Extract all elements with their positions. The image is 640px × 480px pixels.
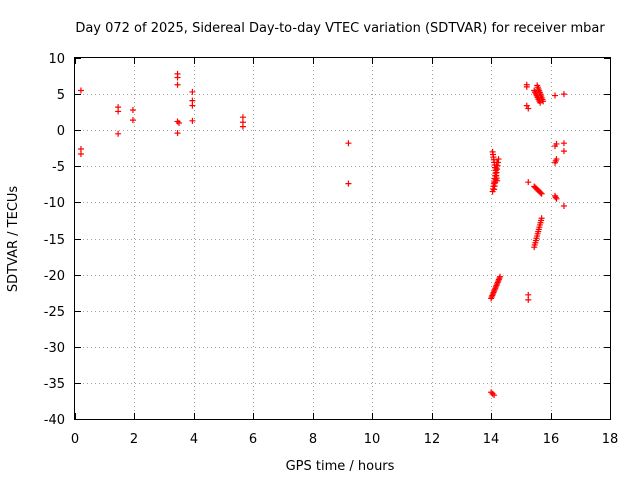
data-point: [174, 74, 181, 81]
data-point: [552, 192, 559, 199]
y-axis-label: SDTVAR / TECUs: [6, 186, 21, 293]
y-tick-label: -10: [44, 196, 65, 211]
x-axis-label: GPS time / hours: [286, 459, 395, 474]
x-tick-label: 14: [483, 432, 500, 447]
x-tick-label: 12: [424, 432, 441, 447]
data-point: [537, 99, 544, 106]
data-point: [239, 123, 246, 130]
data-point: [491, 186, 498, 193]
data-point: [552, 159, 559, 166]
data-point: [189, 97, 196, 104]
data-point: [497, 273, 504, 280]
data-point: [77, 151, 84, 158]
y-tick-label: -25: [44, 305, 65, 320]
data-point: [552, 92, 559, 99]
data-point: [129, 106, 136, 113]
x-tick-label: 16: [543, 432, 560, 447]
data-point: [174, 130, 181, 137]
data-point: [560, 203, 567, 210]
data-point: [77, 87, 84, 94]
data-point: [523, 83, 530, 90]
data-points: [77, 70, 567, 399]
data-point: [560, 148, 567, 155]
y-tick-label: -5: [52, 160, 65, 175]
data-point: [525, 179, 532, 186]
y-tick-label: -15: [44, 233, 65, 248]
data-point: [489, 390, 496, 397]
x-tick-label: 0: [71, 432, 79, 447]
y-tick-label: -35: [44, 377, 65, 392]
y-tick-label: -30: [44, 341, 65, 356]
x-tick-label: 4: [190, 432, 198, 447]
data-point: [553, 195, 560, 202]
data-point: [560, 140, 567, 147]
grid-lines: [75, 58, 610, 419]
data-point: [239, 114, 246, 121]
data-point: [491, 392, 498, 399]
data-point: [537, 189, 544, 196]
data-point: [115, 108, 122, 115]
data-point: [488, 389, 495, 396]
data-point: [552, 143, 559, 150]
x-tick-label: 18: [602, 432, 619, 447]
y-tick-label: 5: [57, 88, 65, 103]
plot-frame: [74, 57, 611, 420]
data-point: [189, 117, 196, 124]
data-point: [560, 91, 567, 98]
data-point: [345, 180, 352, 187]
data-point: [345, 140, 352, 147]
y-tick-label: -20: [44, 269, 65, 284]
data-point: [525, 291, 532, 298]
data-point: [189, 88, 196, 95]
y-tick-label: 10: [48, 52, 65, 67]
data-point: [129, 117, 136, 124]
data-point: [176, 119, 183, 126]
data-point: [552, 194, 559, 201]
x-tick-label: 6: [249, 432, 257, 447]
data-point: [525, 105, 532, 112]
data-point: [538, 215, 545, 222]
chart-title: Day 072 of 2025, Sidereal Day-to-day VTE…: [75, 21, 605, 36]
data-point: [174, 81, 181, 88]
data-point: [538, 190, 545, 197]
y-tick-label: -40: [44, 413, 65, 428]
axis-ticks: 0 2 4 6 8 10 12 14 16 18 10 5 0 -5 -10 -15 -20 -25 -30 -35 -…: [44, 52, 619, 447]
data-point: [174, 118, 181, 125]
x-tick-label: 2: [130, 432, 138, 447]
x-tick-label: 8: [309, 432, 317, 447]
data-point: [523, 102, 530, 109]
data-point: [77, 145, 84, 152]
data-point: [525, 296, 532, 303]
x-tick-label: 10: [364, 432, 381, 447]
data-point: [189, 102, 196, 109]
data-point: [115, 130, 122, 137]
y-tick-label: 0: [57, 124, 65, 139]
